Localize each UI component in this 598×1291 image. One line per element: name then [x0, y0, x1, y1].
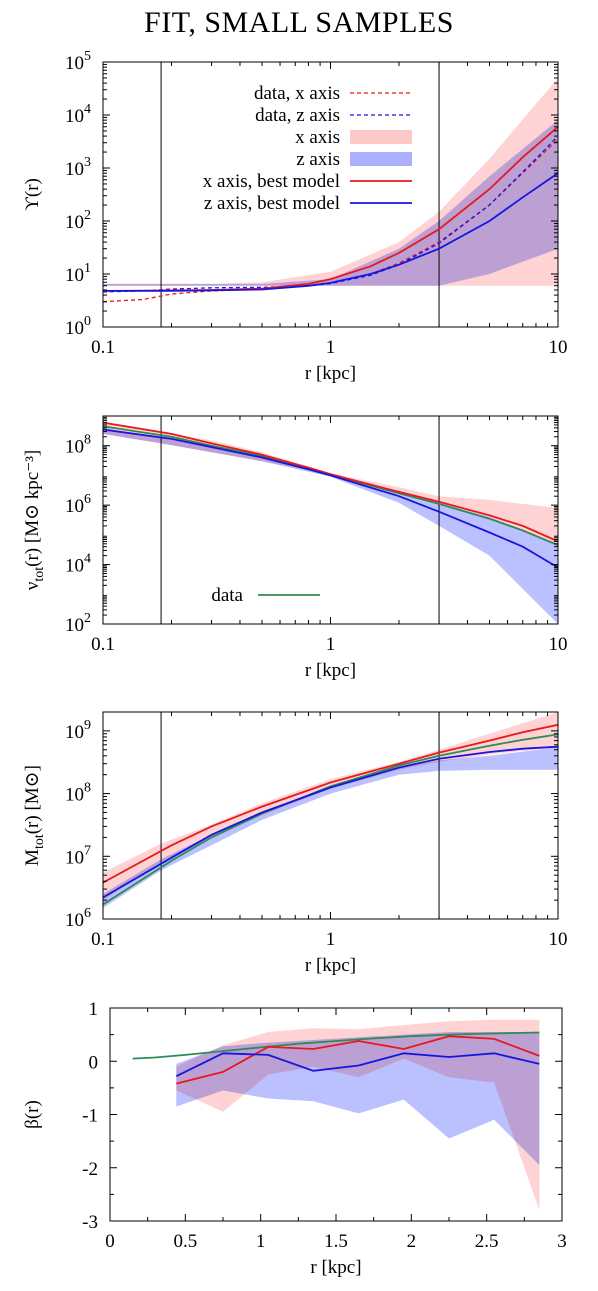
- x-tick-label: 0: [105, 1231, 115, 1252]
- y-tick-label: 105: [65, 49, 91, 74]
- legend-swatch: [350, 152, 412, 166]
- y-tick-label: 106: [65, 492, 91, 517]
- x-tick-label: 2: [407, 1231, 417, 1252]
- x-axis-best-model-line: [103, 723, 558, 884]
- x-tick-label: 2.5: [475, 1231, 499, 1252]
- legend-label: data, x axis: [254, 83, 340, 104]
- x-tick-label: 1: [256, 1231, 266, 1252]
- y-tick-label: 106: [65, 906, 91, 931]
- plot-area: [103, 62, 558, 327]
- x-axis-label: r [kpc]: [310, 1257, 361, 1278]
- y-tick-label: 0: [89, 1052, 99, 1073]
- y-axis-label: ϒ(r): [22, 178, 43, 211]
- x-tick-label: 10: [549, 929, 568, 950]
- y-tick-label: -1: [82, 1106, 98, 1127]
- z-axis-band: [176, 1032, 540, 1166]
- legend-label: x axis: [295, 127, 340, 148]
- x-axis-label: r [kpc]: [305, 955, 356, 976]
- y-tick-label: 102: [65, 208, 91, 233]
- data-line: [103, 733, 558, 906]
- plot-area: [132, 1019, 540, 1211]
- y-axis-label: β(r): [22, 1100, 43, 1129]
- x-tick-label: 10: [549, 634, 568, 655]
- chart-panel-4: 0 0.5 1 1.5 2 2.5 3 -3 -2 -1 0 1 r [kpc] β(r): [22, 999, 567, 1278]
- y-tick-label: 101: [65, 261, 91, 286]
- z-axis-best-model-line: [103, 428, 558, 569]
- plot-area: [103, 416, 558, 624]
- x-tick-label: 0.1: [91, 337, 115, 358]
- z-axis-band: [103, 427, 558, 624]
- x-tick-label: 0.1: [91, 929, 115, 950]
- chart-panel-2: 0.1 1 10 102 104 106 108 r [kpc] νtot(r) [M⊙ kpc…: [22, 415, 568, 681]
- y-tick-label: 104: [65, 552, 91, 577]
- y-axis-label: Mtot(r) [M⊙]: [22, 765, 47, 866]
- x-tick-label: 1: [326, 929, 336, 950]
- chart-panel-3: 0.1 1 10 106 107 108 109 r [kpc] Mtot(r) [M⊙]: [22, 711, 568, 976]
- x-axis-best-model-line: [176, 1035, 540, 1085]
- data-line: [132, 1031, 540, 1060]
- y-tick-label: 108: [65, 781, 91, 806]
- z-axis-band: [103, 747, 558, 908]
- legend-label: data: [211, 585, 243, 606]
- x-axis-best-model-line: [103, 421, 558, 543]
- legend-label: z axis: [296, 149, 340, 170]
- legend-swatch: [350, 130, 412, 144]
- y-tick-label: 103: [65, 155, 91, 180]
- y-tick-label: 107: [65, 843, 91, 868]
- y-tick-label: 104: [65, 102, 91, 127]
- x-tick-label: 1.5: [324, 1231, 348, 1252]
- y-tick-label: 109: [65, 718, 91, 743]
- x-tick-label: 10: [549, 337, 568, 358]
- x-tick-label: 1: [326, 634, 336, 655]
- z-axis-best-model-line: [103, 172, 558, 292]
- y-axis-label: νtot(r) [M⊙ kpc⁻³]: [22, 450, 47, 590]
- x-axis-label: r [kpc]: [305, 660, 356, 681]
- z-axis-band: [103, 120, 558, 286]
- legend-label: x axis, best model: [203, 171, 340, 192]
- y-tick-label: 108: [65, 433, 91, 458]
- y-tick-label: 100: [65, 314, 91, 339]
- x-axis-band: [103, 712, 558, 901]
- legend-label: data, z axis: [255, 105, 340, 126]
- x-tick-label: 3: [557, 1231, 567, 1252]
- legend: data: [211, 585, 320, 606]
- z-axis-best-model-line: [103, 745, 558, 899]
- y-tick-label: 1: [89, 999, 99, 1020]
- y-tick-label: -3: [82, 1212, 98, 1233]
- y-tick-label: -2: [82, 1159, 98, 1180]
- x-tick-label: 0.1: [91, 634, 115, 655]
- chart-panel-1: 0.1 1 10 100 101 102 103 104 105 r [kpc] ϒ(r) data,…: [22, 49, 568, 384]
- legend-label: z axis, best model: [204, 193, 340, 214]
- z-axis-best-model-line: [175, 1052, 540, 1078]
- plot-area: [103, 712, 558, 919]
- x-tick-label: 1: [326, 337, 336, 358]
- x-tick-label: 0.5: [173, 1231, 197, 1252]
- figure-title: FIT, SMALL SAMPLES: [144, 6, 454, 39]
- x-axis-label: r [kpc]: [305, 363, 356, 384]
- y-tick-label: 102: [65, 611, 91, 636]
